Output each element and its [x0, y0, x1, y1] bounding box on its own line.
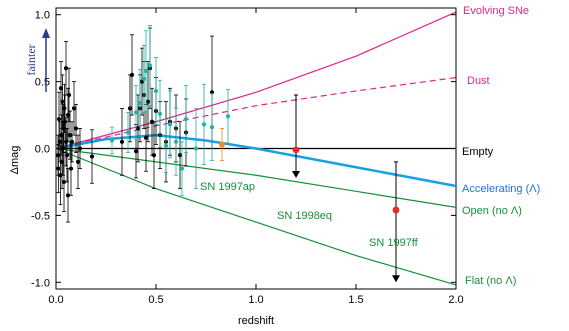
- x-tick-label: 2.0: [448, 294, 463, 306]
- data-point-black: [58, 173, 63, 178]
- annotation-sn-1997ff: SN 1997ff: [369, 237, 419, 249]
- data-point-orange: [219, 141, 225, 148]
- x-tick-label: 1.5: [348, 294, 363, 306]
- data-point-teal: [167, 122, 173, 127]
- y-tick-label: 1.0: [35, 10, 50, 22]
- data-point-black: [89, 154, 95, 159]
- data-point-black: [65, 193, 71, 198]
- data-point-black: [135, 126, 141, 131]
- limit-arrow-icon: [392, 275, 400, 283]
- x-tick-label: 0.5: [148, 294, 163, 306]
- data-point-black: [127, 106, 133, 111]
- data-point-teal: [201, 122, 207, 127]
- data-point-black: [133, 149, 139, 154]
- y-tick-label: 0.0: [35, 144, 50, 156]
- data-point-black: [119, 139, 125, 144]
- data-point-black: [64, 153, 70, 158]
- x-axis-label: redshift: [238, 315, 274, 327]
- limit-arrow-icon: [292, 170, 300, 178]
- data-point-teal: [173, 139, 179, 144]
- y-tick-label: -0.5: [31, 210, 50, 222]
- x-tick-label: 0.0: [48, 294, 63, 306]
- data-point-teal: [133, 110, 139, 115]
- data-point-teal: [209, 124, 215, 130]
- data-point-black: [67, 133, 73, 138]
- data-point-teal: [109, 138, 115, 143]
- data-point-black: [60, 99, 65, 104]
- data-point-black: [75, 159, 81, 164]
- data-point-black: [66, 92, 72, 98]
- axis-ticks: 0.0 0.5 1.0 1.5 2.0 1.0 0.5 0.0 -0.5 -1.0: [31, 8, 464, 306]
- data-point-teal: [225, 114, 231, 119]
- label-empty: Empty: [462, 146, 494, 158]
- data-point-teal: [193, 146, 199, 151]
- annotation-sn-1998eq: SN 1998eq: [277, 210, 332, 222]
- data-point-teal: [153, 88, 159, 94]
- data-point-teal: [163, 143, 169, 148]
- data-point-teal: [141, 76, 147, 82]
- data-point-red: [292, 146, 300, 154]
- data-point-black: [73, 126, 79, 131]
- curve-dust: [55, 76, 457, 150]
- data-point-black: [145, 99, 151, 104]
- y-tick-label: -1.0: [31, 277, 50, 289]
- curve-accelerating: [55, 133, 457, 188]
- data-point-black: [62, 119, 68, 124]
- data-point-black: [59, 159, 65, 164]
- data-point-black: [65, 112, 71, 118]
- data-point-black: [63, 66, 69, 71]
- data-point-teal: [183, 116, 189, 122]
- data-point-teal: [137, 100, 143, 106]
- data-point-teal: [157, 111, 163, 116]
- data-point-teal: [179, 166, 185, 171]
- label-evolving-sne: Evolving SNe: [463, 5, 529, 17]
- data-point-black: [56, 116, 62, 122]
- fainter-label: fainter: [24, 44, 38, 75]
- data-point-black: [56, 166, 61, 171]
- label-accelerating: Accelerating (Λ): [462, 183, 540, 195]
- y-axis-label: Δmag: [9, 146, 21, 175]
- fainter-arrow-icon: [42, 28, 50, 92]
- label-open: Open (no Λ): [462, 205, 522, 217]
- label-dust: Dust: [467, 75, 490, 87]
- x-tick-label: 1.0: [248, 294, 263, 306]
- data-point-teal: [147, 63, 153, 68]
- data-point-black: [143, 135, 149, 140]
- data-point-black: [62, 106, 67, 111]
- y-tick-label: 0.5: [35, 77, 50, 89]
- data-point-red: [392, 206, 400, 214]
- label-flat: Flat (no Λ): [465, 275, 516, 287]
- curve-open-no: [55, 147, 457, 208]
- data-point-black: [61, 179, 67, 185]
- data-point-black: [151, 153, 157, 158]
- annotation-sn-1997ap: SN 1997ap: [200, 181, 255, 193]
- data-point-black: [177, 153, 183, 158]
- data-point-black: [77, 146, 83, 151]
- data-point-black: [68, 166, 74, 171]
- plot-area: [55, 7, 457, 290]
- data-point-black: [129, 72, 135, 78]
- data-point-black: [71, 106, 77, 111]
- curve-evolving-sne: [55, 11, 457, 150]
- data-point-teal: [125, 130, 131, 135]
- data-point-black: [57, 139, 63, 144]
- data-point-black: [69, 139, 75, 144]
- data-point-teal: [143, 68, 149, 73]
